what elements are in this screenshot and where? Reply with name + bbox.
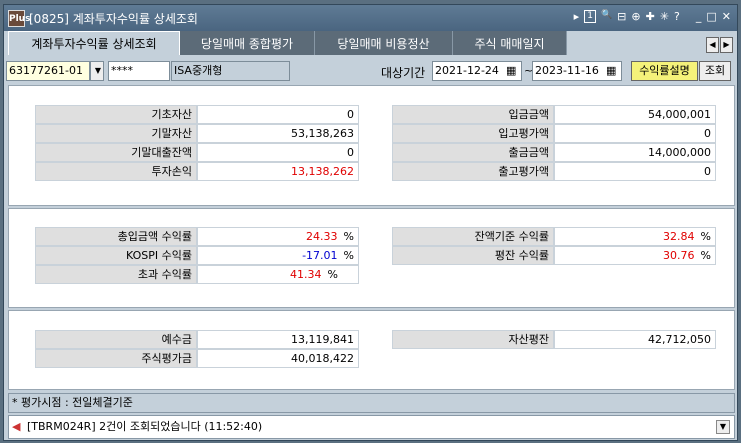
- app-logo: Plus: [8, 9, 30, 27]
- link-number-icon[interactable]: 1: [584, 10, 596, 23]
- status-bar: ◀ [TBRM024R] 2건이 조회되었습니다 (11:52:40) ▼: [8, 415, 735, 439]
- print-icon[interactable]: ⊟: [617, 10, 627, 23]
- title-bar: Plus [0825] 계좌투자수익률 상세조회 ▸ 1 🔍 ⊟ ⊕ ✚ ✳ ?…: [4, 5, 737, 31]
- help-icon[interactable]: ?: [674, 10, 680, 23]
- label-cash-deposit: 예수금: [35, 330, 197, 349]
- pin-icon[interactable]: ✚: [645, 10, 655, 23]
- value-average-balance-return: 30.76%: [554, 246, 716, 265]
- value-deposit-amount: 54,000,001: [554, 105, 716, 124]
- value-ending-loan: 0: [197, 143, 359, 162]
- speaker-icon[interactable]: ◀: [12, 420, 21, 433]
- return-explanation-button[interactable]: 수익률설명: [631, 61, 698, 81]
- status-message: [TBRM024R] 2건이 조회되었습니다 (11:52:40): [27, 420, 263, 433]
- tab-daily-trade-evaluation[interactable]: 당일매매 종합평가: [180, 31, 315, 55]
- label-average-assets: 자산평잔: [392, 330, 554, 349]
- tilde: ~: [524, 64, 534, 77]
- query-button[interactable]: 조회: [699, 61, 731, 81]
- end-date-input[interactable]: 2023-11-16: [532, 61, 622, 81]
- account-dropdown-button[interactable]: ▼: [90, 61, 104, 81]
- label-ending-assets: 기말자산: [35, 124, 197, 143]
- label-investment-pnl: 투자손익: [35, 162, 197, 181]
- balance-panel: 예수금 13,119,841 주식평가금 40,018,422 자산평잔 42,…: [8, 310, 735, 390]
- label-deposit-amount: 입금금액: [392, 105, 554, 124]
- label-withdrawal-amount: 출금금액: [392, 143, 554, 162]
- label-ending-loan: 기말대출잔액: [35, 143, 197, 162]
- label-total-deposit-return: 총입금액 수익률: [35, 227, 197, 246]
- value-cash-deposit: 13,119,841: [197, 330, 359, 349]
- zoom-out-icon[interactable]: 🔍: [600, 10, 613, 20]
- value-ending-assets: 53,138,263: [197, 124, 359, 143]
- tab-bar: 계좌투자수익률 상세조회 당일매매 종합평가 당일매매 비용정산 주식 매매일지: [8, 31, 567, 55]
- close-button[interactable]: ✕: [721, 10, 731, 23]
- label-average-balance-return: 평잔 수익률: [392, 246, 554, 265]
- account-type: ISA중개형: [171, 61, 290, 81]
- asset-summary-panel: 기초자산 0 기말자산 53,138,263 기말대출잔액 0 투자손익 13,…: [8, 85, 735, 206]
- value-kospi-return: -17.01%: [197, 246, 359, 265]
- maximize-button[interactable]: □: [706, 10, 717, 23]
- period-label: 대상기간: [381, 66, 426, 80]
- calendar-icon[interactable]: ▦: [506, 64, 517, 77]
- minimize-button[interactable]: _: [695, 10, 702, 23]
- label-transfer-in-value: 입고평가액: [392, 124, 554, 143]
- label-excess-return: 초과 수익률: [35, 265, 197, 284]
- evaluation-basis-note: * 평가시점 : 전일체결기준: [8, 393, 735, 413]
- value-beginning-assets: 0: [197, 105, 359, 124]
- label-transfer-out-value: 출고평가액: [392, 162, 554, 181]
- label-stock-valuation: 주식평가금: [35, 349, 197, 368]
- label-beginning-assets: 기초자산: [35, 105, 197, 124]
- tab-scroll-left[interactable]: ◀: [706, 37, 719, 53]
- password-field[interactable]: ****: [108, 61, 170, 81]
- value-total-deposit-return: 24.33%: [197, 227, 359, 246]
- label-kospi-return: KOSPI 수익률: [35, 246, 197, 265]
- account-select[interactable]: 63177261-01: [6, 61, 90, 81]
- status-dropdown-button[interactable]: ▼: [716, 420, 730, 434]
- value-average-assets: 42,712,050: [554, 330, 716, 349]
- value-withdrawal-amount: 14,000,000: [554, 143, 716, 162]
- value-transfer-out-value: 0: [554, 162, 716, 181]
- value-excess-return: 41.34%: [197, 265, 359, 284]
- window-title: [0825] 계좌투자수익률 상세조회: [29, 11, 198, 26]
- calendar-icon[interactable]: ▦: [606, 64, 617, 77]
- tab-trade-journal[interactable]: 주식 매매일지: [453, 31, 567, 55]
- value-transfer-in-value: 0: [554, 124, 716, 143]
- settings-icon[interactable]: ✳: [659, 10, 670, 23]
- tab-account-return-detail[interactable]: 계좌투자수익률 상세조회: [8, 31, 180, 55]
- label-balance-return: 잔액기준 수익률: [392, 227, 554, 246]
- return-rate-panel: 총입금액 수익률 24.33% KOSPI 수익률 -17.01% 초과 수익률…: [8, 208, 735, 308]
- value-stock-valuation: 40,018,422: [197, 349, 359, 368]
- start-date-input[interactable]: 2021-12-24: [432, 61, 522, 81]
- tab-scroll-right[interactable]: ▶: [720, 37, 733, 53]
- window: Plus [0825] 계좌투자수익률 상세조회 ▸ 1 🔍 ⊟ ⊕ ✚ ✳ ?…: [3, 4, 738, 441]
- arrow-icon[interactable]: ▸: [573, 10, 580, 23]
- tab-daily-trade-cost[interactable]: 당일매매 비용정산: [315, 31, 453, 55]
- value-investment-pnl: 13,138,262: [197, 162, 359, 181]
- zoom-in-icon[interactable]: ⊕: [631, 10, 641, 23]
- value-balance-return: 32.84%: [554, 227, 716, 246]
